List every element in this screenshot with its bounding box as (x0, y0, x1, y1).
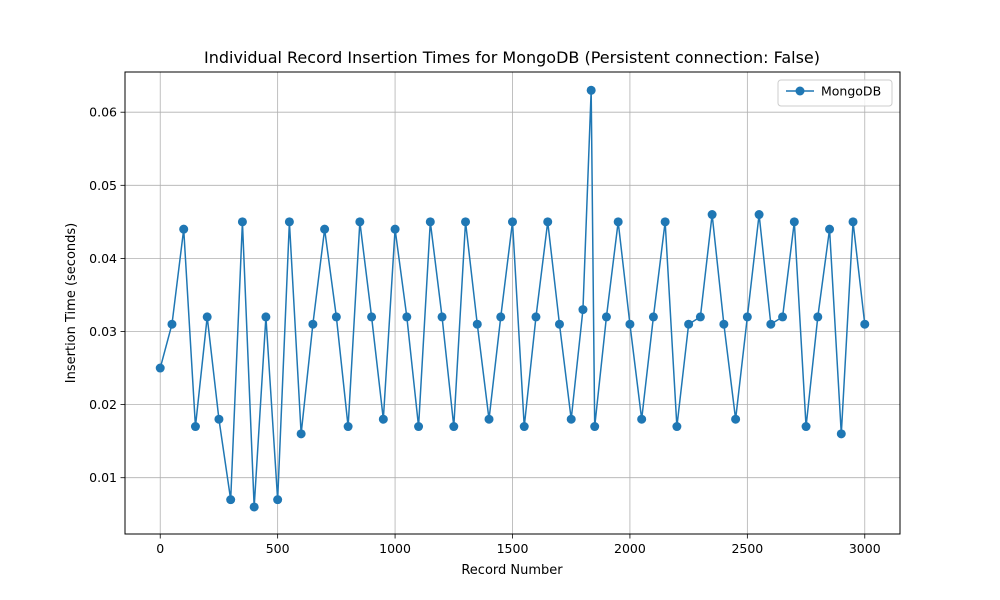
data-point (284, 217, 294, 227)
data-point (202, 312, 212, 322)
data-point (402, 312, 412, 322)
data-point (543, 217, 553, 227)
data-point (496, 312, 506, 322)
data-point (778, 312, 788, 322)
data-point (461, 217, 471, 227)
data-point (273, 495, 283, 505)
data-point (519, 422, 529, 432)
data-point (367, 312, 377, 322)
data-point (731, 414, 741, 424)
data-point (590, 422, 600, 432)
y-axis-label: Insertion Time (seconds) (64, 223, 79, 383)
data-point (766, 319, 776, 329)
y-tick-label: 0.06 (89, 105, 117, 120)
data-point (860, 319, 870, 329)
data-point (648, 312, 658, 322)
data-point (378, 414, 388, 424)
data-point (707, 210, 717, 220)
data-point (660, 217, 670, 227)
x-axis-ticks: 0 500 1000 1500 2000 2500 3000 (156, 534, 881, 556)
data-point (472, 319, 482, 329)
grid-lines (125, 72, 900, 534)
data-point (320, 224, 330, 234)
legend: MongoDB (777, 79, 893, 107)
x-tick-label: 0 (156, 541, 164, 556)
data-point (672, 422, 682, 432)
data-point (836, 429, 846, 439)
data-point (554, 319, 564, 329)
data-point (425, 217, 435, 227)
data-point (214, 414, 224, 424)
legend-box (777, 79, 893, 107)
data-point (508, 217, 517, 227)
data-point (601, 312, 611, 322)
data-point (637, 414, 647, 424)
data-point (414, 422, 424, 432)
x-tick-label: 1000 (379, 541, 411, 556)
data-point (695, 312, 705, 322)
data-point (742, 312, 752, 322)
data-point (531, 312, 541, 322)
y-tick-label: 0.04 (89, 251, 117, 266)
data-point (625, 319, 635, 329)
x-tick-label: 3000 (849, 541, 881, 556)
data-point (249, 502, 259, 512)
data-point (296, 429, 306, 439)
data-point (179, 224, 189, 234)
y-tick-label: 0.05 (89, 178, 117, 193)
data-point (226, 495, 236, 505)
data-series (155, 85, 870, 512)
data-point (789, 217, 799, 227)
data-point (308, 319, 318, 329)
data-point (155, 363, 165, 373)
data-point (237, 217, 247, 227)
data-point (684, 319, 694, 329)
data-point (261, 312, 271, 322)
data-point (355, 217, 365, 227)
x-tick-label: 1500 (497, 541, 529, 556)
data-point (484, 414, 494, 424)
data-point (437, 312, 447, 322)
data-point (848, 217, 858, 227)
chart-title: Individual Record Insertion Times for Mo… (204, 48, 820, 67)
series-line-mongodb (159, 89, 866, 508)
x-tick-label: 2500 (731, 541, 763, 556)
y-tick-label: 0.03 (89, 324, 117, 339)
data-point (586, 85, 596, 95)
data-point (390, 224, 400, 234)
data-point (813, 312, 823, 322)
x-tick-label: 2000 (614, 541, 646, 556)
data-point (754, 210, 764, 220)
data-point (331, 312, 341, 322)
data-point (343, 422, 353, 432)
x-tick-label: 500 (266, 541, 290, 556)
legend-marker-mongodb (795, 86, 805, 96)
data-point (190, 422, 200, 432)
data-point (825, 224, 835, 234)
y-tick-label: 0.01 (89, 470, 117, 485)
legend-label-mongodb: MongoDB (821, 84, 881, 99)
data-point (578, 305, 588, 315)
y-axis-ticks: 0.01 0.02 0.03 0.04 0.05 0.06 (89, 105, 125, 485)
x-axis-label: Record Number (461, 563, 563, 578)
data-point (801, 422, 811, 432)
data-point (449, 422, 459, 432)
data-point (566, 414, 576, 424)
data-point (613, 217, 623, 227)
data-point (167, 319, 177, 329)
data-point (719, 319, 729, 329)
y-tick-label: 0.02 (89, 397, 117, 412)
